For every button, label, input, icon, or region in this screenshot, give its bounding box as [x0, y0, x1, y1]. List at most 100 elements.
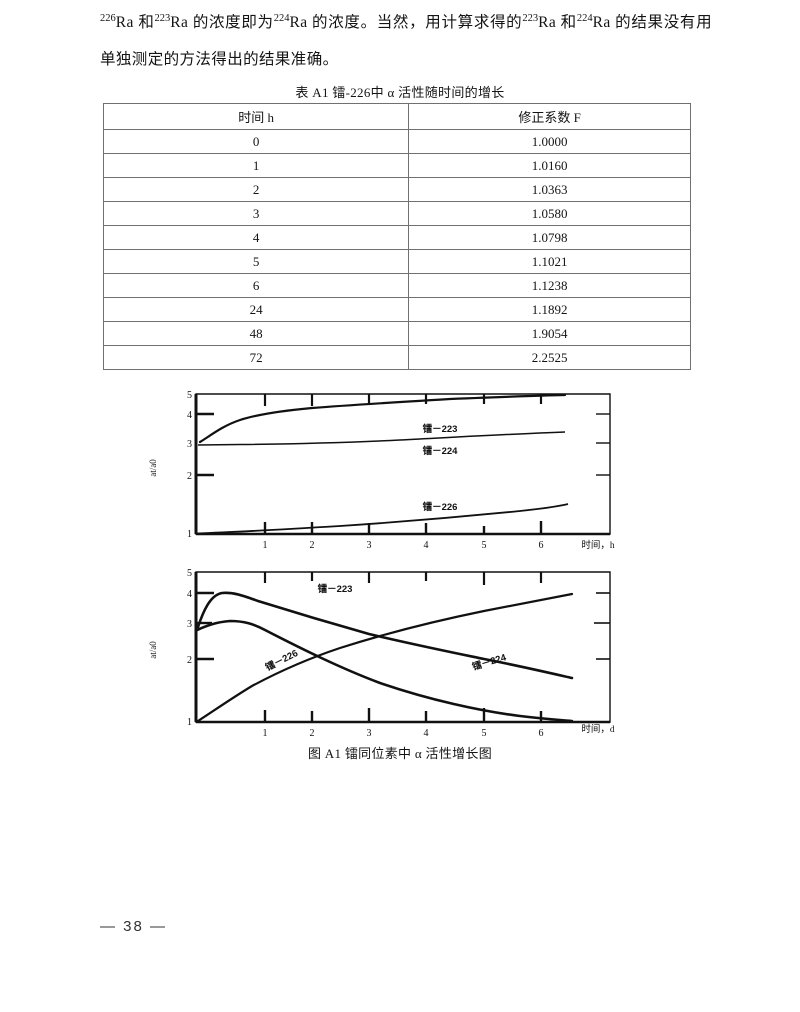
- chart-1-y-tick-labels: 5 4 3 2 1: [187, 390, 192, 540]
- superscript-224b: 224: [576, 12, 593, 24]
- chart-2-label-ra223: 镭－223: [318, 583, 353, 595]
- chart-2-y-ticks-right: [594, 592, 610, 660]
- svg-text:1: 1: [187, 717, 192, 728]
- svg-text:1: 1: [263, 728, 268, 739]
- column-header-time: 时间 h: [102, 103, 410, 130]
- svg-text:1: 1: [263, 540, 268, 551]
- svg-text:5: 5: [482, 540, 487, 551]
- paragraph-segment-5: Ra 的结果没有用单独测定的方法得出的结果准确。: [100, 14, 712, 68]
- chart-2-x-ticks-top: [263, 572, 543, 585]
- cell-factor: 1.0363: [408, 177, 691, 202]
- chart-2-y-axis-label: at/a0: [148, 641, 158, 659]
- chart-2-days: 5 4 3 2 1: [148, 568, 615, 739]
- svg-text:5: 5: [482, 728, 487, 739]
- cell-time: 48: [102, 321, 410, 346]
- page-number: — 38 —: [100, 918, 168, 935]
- table-row: 48 1.9054: [102, 321, 691, 346]
- cell-time: 3: [102, 201, 410, 226]
- table-row: 6 1.1238: [102, 273, 691, 298]
- svg-text:3: 3: [367, 540, 372, 551]
- chart-2-curve-ra226: [196, 592, 574, 723]
- cell-time: 0: [102, 129, 410, 154]
- svg-text:2: 2: [187, 471, 192, 482]
- body-paragraph: 226Ra 和223Ra 的浓度即为224Ra 的浓度。当然，用计算求得的223…: [100, 4, 712, 78]
- figure-caption: 图 A1 镭同位素中 α 活性增长图: [307, 746, 493, 761]
- superscript-224: 224: [273, 12, 290, 24]
- cell-factor: 1.0160: [408, 153, 691, 178]
- svg-text:5: 5: [187, 390, 192, 401]
- table-row: 3 1.0580: [102, 201, 691, 226]
- cell-time: 4: [102, 225, 410, 250]
- radium-correction-table: 时间 h 修正系数 F 0 1.0000 1 1.0160 2 1.0363 3 1.0580…: [102, 103, 691, 370]
- table-row: 4 1.0798: [102, 225, 691, 250]
- cell-factor: 1.1021: [408, 249, 691, 274]
- chart-1-x-tick-labels: 1 2 3 4 5 6: [263, 540, 544, 551]
- table-row: 24 1.1892: [102, 297, 691, 322]
- table-caption: 表 A1 镭-226中 α 活性随时间的增长: [295, 85, 505, 100]
- svg-text:3: 3: [187, 619, 192, 630]
- chart-2-curve-ra223: [196, 591, 574, 680]
- cell-time: 6: [102, 273, 410, 298]
- chart-2-label-ra226-group: 镭－226: [263, 647, 300, 674]
- cell-factor: 1.0580: [408, 201, 691, 226]
- superscript-223: 223: [154, 12, 171, 24]
- svg-text:4: 4: [187, 589, 192, 600]
- cell-time: 1: [102, 153, 410, 178]
- cell-time: 5: [102, 249, 410, 274]
- svg-text:4: 4: [187, 410, 192, 421]
- cell-factor: 1.9054: [408, 321, 691, 346]
- cell-time: 2: [102, 177, 410, 202]
- cell-factor: 1.0798: [408, 225, 691, 250]
- table-row: 2 1.0363: [102, 177, 691, 202]
- chart-2-label-ra224: 镭－224: [471, 651, 509, 673]
- chart-2-label-ra224-group: 镭－224: [471, 651, 509, 673]
- svg-text:2: 2: [310, 540, 315, 551]
- svg-text:3: 3: [187, 439, 192, 450]
- superscript-223b: 223: [522, 12, 539, 24]
- cell-factor: 1.1892: [408, 297, 691, 322]
- chart-1-label-ra226: 镭－226: [423, 501, 458, 513]
- table-row: 1 1.0160: [102, 153, 691, 178]
- cell-factor: 2.2525: [408, 345, 691, 370]
- superscript-226: 226: [100, 12, 116, 24]
- cell-time: 24: [102, 297, 410, 322]
- radium-activity-charts: 5 4 3 2 1: [148, 390, 615, 739]
- chart-1-x-axis-label: 时间，h: [581, 539, 615, 551]
- chart-1-y-ticks: [196, 412, 214, 477]
- chart-1-hours: 5 4 3 2 1: [148, 390, 615, 551]
- cell-factor: 1.1238: [408, 273, 691, 298]
- svg-text:6: 6: [539, 728, 544, 739]
- cell-time: 72: [102, 345, 410, 370]
- svg-text:3: 3: [367, 728, 372, 739]
- svg-text:6: 6: [539, 540, 544, 551]
- chart-1-y-axis-label: at/a0: [148, 459, 158, 477]
- figure-a1: 5 4 3 2 1: [0, 380, 800, 780]
- svg-text:2: 2: [310, 728, 315, 739]
- chart-1-y-ticks-right: [596, 413, 610, 476]
- paragraph-segment-3: Ra 的浓度。当然，用计算求得的: [289, 14, 523, 31]
- chart-1-curve-ra223: [198, 393, 567, 444]
- chart-2-x-axis-label: 时间，d: [581, 723, 615, 735]
- chart-1-curve-ra224: [197, 431, 566, 446]
- table-row: 5 1.1021: [102, 249, 691, 274]
- chart-2-frame: [195, 571, 611, 723]
- chart-2-curve-ra224: [195, 619, 574, 723]
- cell-factor: 1.0000: [408, 129, 691, 154]
- chart-1-label-ra223: 镭－223: [423, 423, 458, 435]
- svg-text:4: 4: [424, 540, 429, 551]
- column-header-factor: 修正系数 F: [408, 103, 691, 130]
- chart-2-x-tick-labels: 1 2 3 4 5 6: [263, 728, 544, 739]
- chart-2-label-ra226: 镭－226: [263, 647, 300, 674]
- svg-text:5: 5: [187, 568, 192, 579]
- chart-2-y-tick-labels: 5 4 3 2 1: [187, 568, 192, 728]
- paragraph-segment-1: Ra 和: [115, 14, 155, 31]
- svg-text:2: 2: [187, 655, 192, 666]
- svg-text:1: 1: [187, 529, 192, 540]
- chart-1-label-ra224: 镭－224: [423, 445, 459, 457]
- chart-2-x-ticks-bottom: [263, 708, 543, 722]
- chart-1-curve-ra226: [196, 503, 569, 535]
- chart-1-x-ticks-top: [263, 394, 543, 406]
- paragraph-segment-2: Ra 的浓度即为: [170, 14, 274, 31]
- table-header-row: 时间 h 修正系数 F: [102, 103, 691, 130]
